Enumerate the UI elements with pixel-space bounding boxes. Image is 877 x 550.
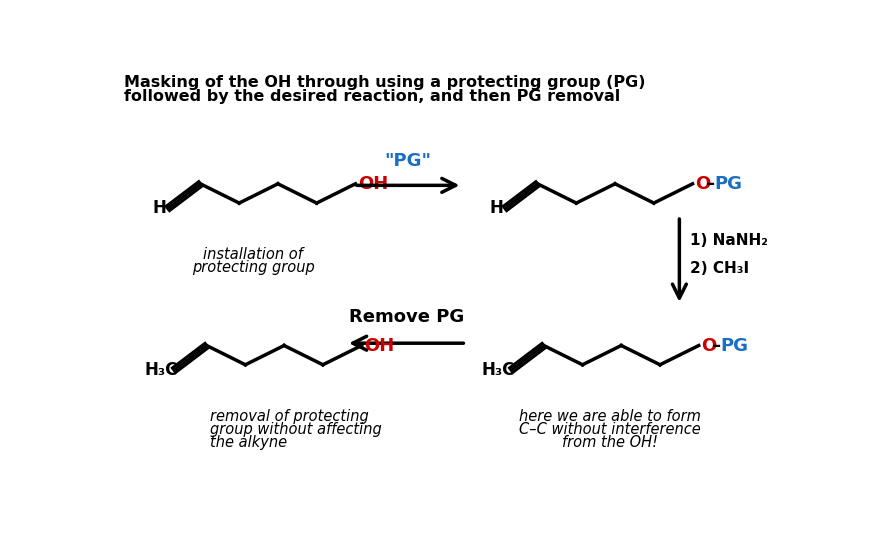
Text: H₃C: H₃C: [481, 361, 515, 379]
Text: installation of: installation of: [203, 247, 303, 262]
Text: –: –: [705, 175, 714, 193]
Text: Masking of the OH through using a protecting group (PG): Masking of the OH through using a protec…: [124, 75, 645, 90]
Text: –: –: [711, 337, 720, 355]
Text: H₃C: H₃C: [145, 361, 178, 379]
Text: removal of protecting: removal of protecting: [210, 409, 369, 424]
Text: 1) NaNH₂: 1) NaNH₂: [689, 233, 767, 248]
Text: OH: OH: [364, 337, 394, 355]
Text: followed by the desired reaction, and then PG removal: followed by the desired reaction, and th…: [124, 89, 619, 104]
Text: here we are able to form: here we are able to form: [518, 409, 700, 424]
Text: H: H: [153, 200, 166, 217]
Text: PG: PG: [720, 337, 747, 355]
Text: protecting group: protecting group: [191, 260, 314, 275]
Text: PG: PG: [713, 175, 741, 193]
Text: Remove PG: Remove PG: [348, 308, 463, 326]
Text: OH: OH: [357, 175, 388, 193]
Text: O: O: [694, 175, 709, 193]
Text: "PG": "PG": [384, 152, 431, 170]
Text: group without affecting: group without affecting: [210, 422, 381, 437]
Text: 2) CH₃I: 2) CH₃I: [689, 261, 748, 276]
Text: from the OH!: from the OH!: [561, 435, 657, 450]
Text: O: O: [700, 337, 716, 355]
Text: H: H: [489, 200, 503, 217]
Text: the alkyne: the alkyne: [210, 435, 288, 450]
Text: C–C without interference: C–C without interference: [518, 422, 700, 437]
